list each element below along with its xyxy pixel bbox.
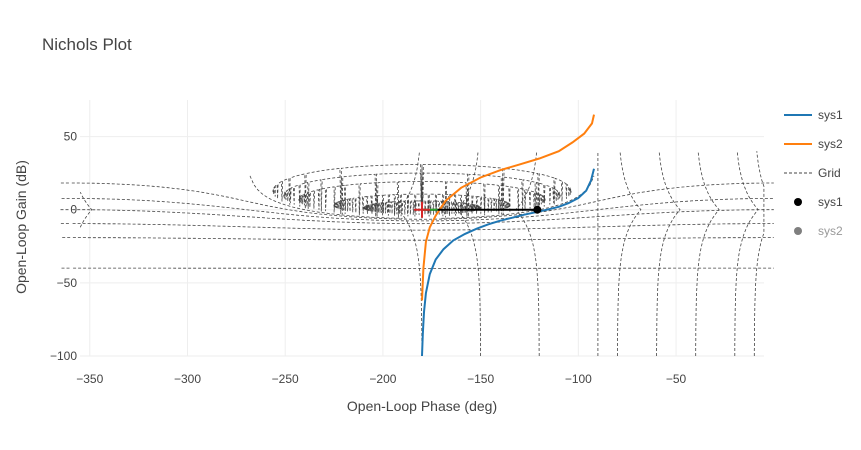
legend-label: Grid	[818, 166, 841, 180]
grid-m-contour	[333, 193, 511, 217]
grid-n-contour	[456, 151, 481, 356]
series-sys2-line	[421, 114, 595, 301]
legend-item-sys1[interactable]: sys1	[794, 195, 843, 209]
x-tick-label: −200	[369, 372, 396, 386]
x-tick-label: −250	[272, 372, 299, 386]
legend-swatch	[794, 198, 802, 206]
grid-m-contour	[72, 209, 774, 225]
y-tick-label: −50	[57, 276, 78, 290]
grid-n-contour	[753, 151, 765, 356]
x-axis-title: Open-Loop Phase (deg)	[347, 398, 497, 414]
series-sys1-line	[421, 168, 595, 357]
grid-n-contour	[397, 151, 423, 356]
legend-label: sys2	[818, 224, 843, 238]
grid-m-contour	[71, 182, 774, 220]
grid-n-contour	[656, 151, 681, 356]
grid-m-contour	[72, 223, 774, 231]
y-axis-ticks: 50 0 −50 −100	[50, 130, 77, 363]
grid-m-contour	[71, 198, 774, 222]
series-layer	[421, 114, 595, 357]
legend-item-sys2[interactable]: sys2	[794, 224, 843, 238]
legend-label: sys2	[818, 137, 843, 151]
grid-m-contour	[441, 175, 595, 219]
x-tick-label: −350	[76, 372, 103, 386]
x-tick-label: −50	[666, 372, 687, 386]
grid-m-contour	[249, 175, 403, 219]
marker-layer	[414, 201, 542, 218]
x-tick-label: −150	[467, 372, 494, 386]
x-tick-label: −300	[174, 372, 201, 386]
legend-label: sys1	[818, 195, 843, 209]
legend[interactable]: sys1 sys2 Grid sys1 sys2	[784, 108, 843, 238]
y-tick-label: 50	[64, 130, 78, 144]
y-tick-label: 0	[70, 203, 77, 217]
chart-title: Nichols Plot	[42, 35, 132, 54]
legend-item-sys2[interactable]: sys2	[784, 137, 843, 151]
nichols-grid-curves	[60, 151, 774, 356]
y-tick-label: −100	[50, 349, 77, 363]
x-tick-label: −100	[565, 372, 592, 386]
legend-swatch	[794, 227, 802, 235]
grid-n-contour	[734, 151, 759, 356]
legend-item-sys1[interactable]: sys1	[784, 108, 843, 122]
marker-sys1	[533, 205, 542, 214]
grid-n-contour	[617, 151, 642, 356]
grid-m-contour	[72, 237, 774, 241]
gridlines	[80, 100, 764, 357]
grid-n-contour	[515, 151, 540, 356]
grid-n-contour	[695, 151, 720, 356]
grid-n-contour	[79, 192, 93, 228]
legend-label: sys1	[818, 108, 843, 122]
legend-item-Grid[interactable]: Grid	[784, 166, 841, 180]
y-axis-title: Open-Loop Gain (dB)	[13, 160, 29, 294]
x-axis-ticks: −350 −300 −250 −200 −150 −100 −50	[76, 372, 686, 386]
marker-sys2	[414, 201, 430, 218]
